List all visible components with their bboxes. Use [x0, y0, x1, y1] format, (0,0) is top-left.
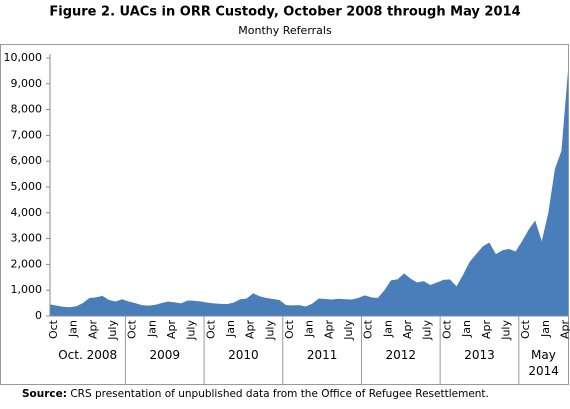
group-label: 2011 [306, 348, 338, 362]
source-text: CRS presentation of unpublished data fro… [70, 388, 489, 400]
group-label: May 2014 [528, 348, 559, 378]
x-tick-label: Apr [244, 320, 257, 340]
source-label: Source: [22, 388, 67, 400]
y-tick-label: 0 [35, 309, 42, 322]
x-tick-label: Oct [126, 319, 139, 339]
x-tick-label: Oct [204, 319, 217, 339]
area [50, 70, 568, 317]
x-tick-label: Jan [67, 320, 80, 338]
x-tick-label: Jan [460, 320, 473, 338]
x-tick-label: July [342, 320, 355, 341]
y-tick-label: 5,000 [11, 180, 43, 193]
x-tick-label: Oct [440, 319, 453, 339]
x-tick-label: Apr [165, 320, 178, 340]
y-tick-label: 2,000 [11, 257, 43, 270]
x-tick-label: Jan [381, 320, 394, 338]
y-tick-label: 4,000 [11, 206, 43, 219]
x-tick-label: Jan [539, 320, 552, 338]
group-label: 2013 [464, 348, 495, 362]
y-tick-label: 6,000 [11, 154, 43, 167]
chart-frame [0, 44, 569, 385]
x-tick-label: Oct [283, 319, 296, 339]
x-tick-label: Apr [480, 320, 493, 340]
group-label: 2010 [228, 348, 259, 362]
x-tick-label: Oct [362, 319, 375, 339]
x-tick-label: July [263, 320, 276, 341]
group-label: 2009 [149, 348, 180, 362]
x-tick-label: July [106, 320, 119, 341]
y-tick-label: 1,000 [11, 283, 43, 296]
x-tick-label: Apr [558, 320, 570, 340]
source-note: Source: CRS presentation of unpublished … [22, 388, 489, 400]
x-tick-label: Oct [519, 319, 532, 339]
x-tick-label: Apr [322, 320, 335, 340]
y-tick-label: 9,000 [11, 77, 43, 90]
y-tick-label: 3,000 [11, 232, 43, 245]
x-tick-label: Apr [86, 320, 99, 340]
group-label: Oct. 2008 [58, 348, 118, 362]
x-tick-label: Jan [303, 320, 316, 338]
x-tick-label: Jan [224, 320, 237, 338]
x-tick-label: July [421, 320, 434, 341]
x-tick-label: Oct [47, 319, 60, 339]
y-tick-label: 8,000 [11, 103, 43, 116]
x-tick-label: Jan [145, 320, 158, 338]
x-tick-label: July [499, 320, 512, 341]
x-tick-label: July [185, 320, 198, 341]
chart-subtitle: Monthy Referrals [238, 24, 332, 37]
y-tick-label: 10,000 [4, 51, 43, 64]
group-label: 2012 [385, 348, 417, 362]
y-tick-label: 7,000 [11, 128, 43, 141]
x-tick-label: Apr [401, 320, 414, 340]
chart-title: Figure 2. UACs in ORR Custody, October 2… [49, 5, 520, 20]
